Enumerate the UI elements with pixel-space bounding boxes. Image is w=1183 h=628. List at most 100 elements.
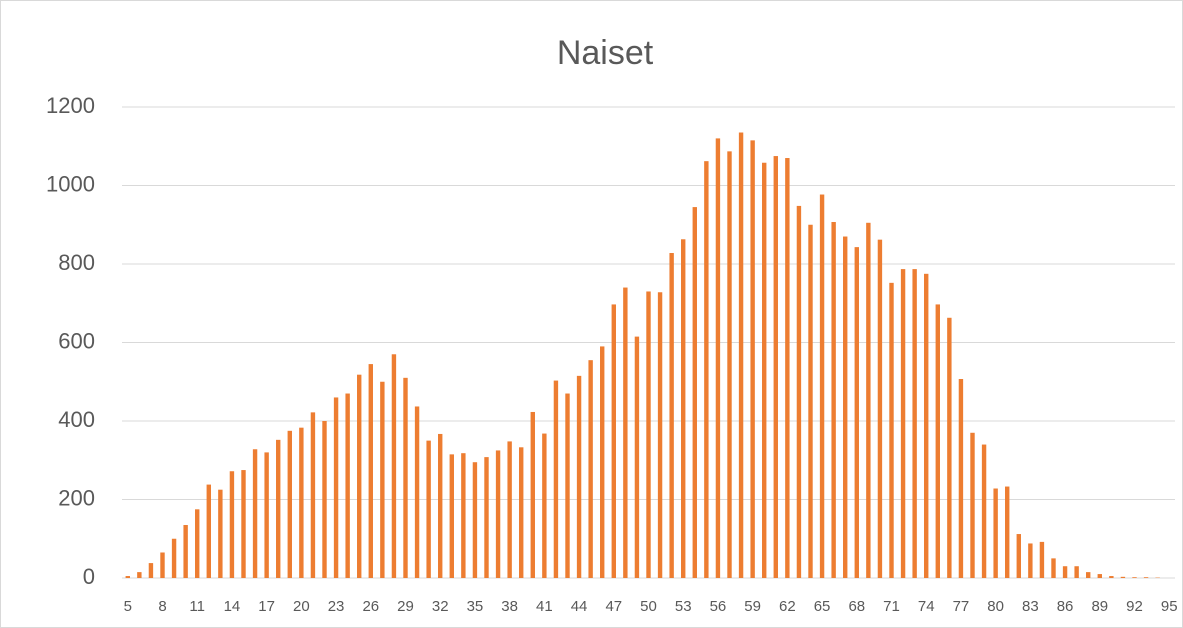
bar xyxy=(438,433,443,578)
bar xyxy=(472,462,478,578)
x-tick-label: 59 xyxy=(744,598,761,615)
bar xyxy=(831,222,836,578)
x-tick-label: 83 xyxy=(1022,598,1039,615)
bar xyxy=(542,433,547,578)
x-tick-label: 38 xyxy=(501,598,518,615)
x-tick-label: 41 xyxy=(536,598,553,615)
x-tick-label: 53 xyxy=(675,598,692,615)
bar xyxy=(900,269,906,578)
bar xyxy=(947,317,952,578)
bar xyxy=(1039,541,1045,578)
bar xyxy=(854,247,859,578)
bar xyxy=(391,354,397,578)
bar xyxy=(808,224,813,578)
bar xyxy=(958,379,964,578)
bar xyxy=(1132,577,1137,578)
bar xyxy=(206,484,211,578)
bar xyxy=(611,304,616,578)
bar xyxy=(785,158,790,578)
bar xyxy=(773,156,778,578)
bar xyxy=(148,563,154,578)
y-tick-label: 1200 xyxy=(46,93,95,118)
x-tick-label: 86 xyxy=(1057,598,1074,615)
x-tick-label: 23 xyxy=(328,598,345,615)
x-tick-label: 95 xyxy=(1161,598,1178,615)
bar xyxy=(970,432,975,578)
x-tick-label: 56 xyxy=(710,598,727,615)
bar xyxy=(1143,577,1149,578)
bar xyxy=(414,406,420,578)
x-tick-label: 47 xyxy=(605,598,622,615)
bar xyxy=(507,441,512,578)
x-tick-label: 44 xyxy=(571,598,588,615)
bar xyxy=(218,489,223,578)
bar xyxy=(171,538,177,578)
bar xyxy=(1074,566,1079,578)
x-tick-label: 62 xyxy=(779,598,796,615)
bar xyxy=(403,377,408,578)
bar xyxy=(125,576,130,578)
bar xyxy=(484,457,489,578)
x-tick-label: 8 xyxy=(158,598,166,615)
x-tick-label: 77 xyxy=(953,598,970,615)
bar xyxy=(183,525,188,578)
y-tick-label: 400 xyxy=(58,407,95,432)
bar xyxy=(866,222,871,578)
bar xyxy=(1086,572,1091,578)
bar xyxy=(623,287,628,578)
bar xyxy=(704,161,709,579)
bar xyxy=(750,140,755,579)
bar xyxy=(553,380,559,578)
chart-title: Naiset xyxy=(557,34,654,72)
bar xyxy=(692,207,697,578)
y-tick-label: 1000 xyxy=(46,171,95,196)
bar xyxy=(449,454,454,578)
x-tick-label: 74 xyxy=(918,598,935,615)
bar xyxy=(681,239,686,578)
bar xyxy=(229,471,235,578)
bar xyxy=(1051,558,1056,578)
x-tick-label: 20 xyxy=(293,598,310,615)
bar xyxy=(137,572,142,578)
y-tick-label: 600 xyxy=(58,328,95,353)
bar xyxy=(889,282,894,578)
bar xyxy=(912,269,917,578)
bar xyxy=(935,304,940,578)
bar xyxy=(819,194,825,578)
bar xyxy=(276,439,281,578)
bar xyxy=(738,132,744,578)
y-tick-label: 200 xyxy=(58,485,95,510)
bar xyxy=(195,509,200,578)
bar xyxy=(322,421,327,578)
x-tick-label: 65 xyxy=(814,598,831,615)
bar xyxy=(715,138,721,578)
x-tick-label: 71 xyxy=(883,598,900,615)
bar xyxy=(1120,576,1126,578)
bar xyxy=(796,205,802,578)
x-tick-label: 32 xyxy=(432,598,449,615)
bar xyxy=(461,453,466,578)
bar xyxy=(565,393,570,578)
bar xyxy=(160,552,165,578)
bar xyxy=(600,346,605,578)
x-tick-label: 11 xyxy=(189,598,205,615)
bar xyxy=(588,360,593,578)
bar xyxy=(519,447,524,578)
bar xyxy=(252,449,258,578)
bar xyxy=(981,444,987,578)
bar xyxy=(1109,576,1114,578)
bar xyxy=(877,239,883,579)
bar xyxy=(310,412,316,578)
bar xyxy=(380,381,385,578)
bar xyxy=(634,336,640,578)
x-tick-label: 68 xyxy=(848,598,865,615)
x-tick-label: 50 xyxy=(640,598,657,615)
bar xyxy=(530,411,535,578)
bar xyxy=(287,430,292,578)
bar xyxy=(843,236,848,578)
bar xyxy=(357,374,362,578)
bar xyxy=(1005,486,1010,578)
bar xyxy=(762,162,767,579)
x-tick-label: 17 xyxy=(258,598,275,615)
